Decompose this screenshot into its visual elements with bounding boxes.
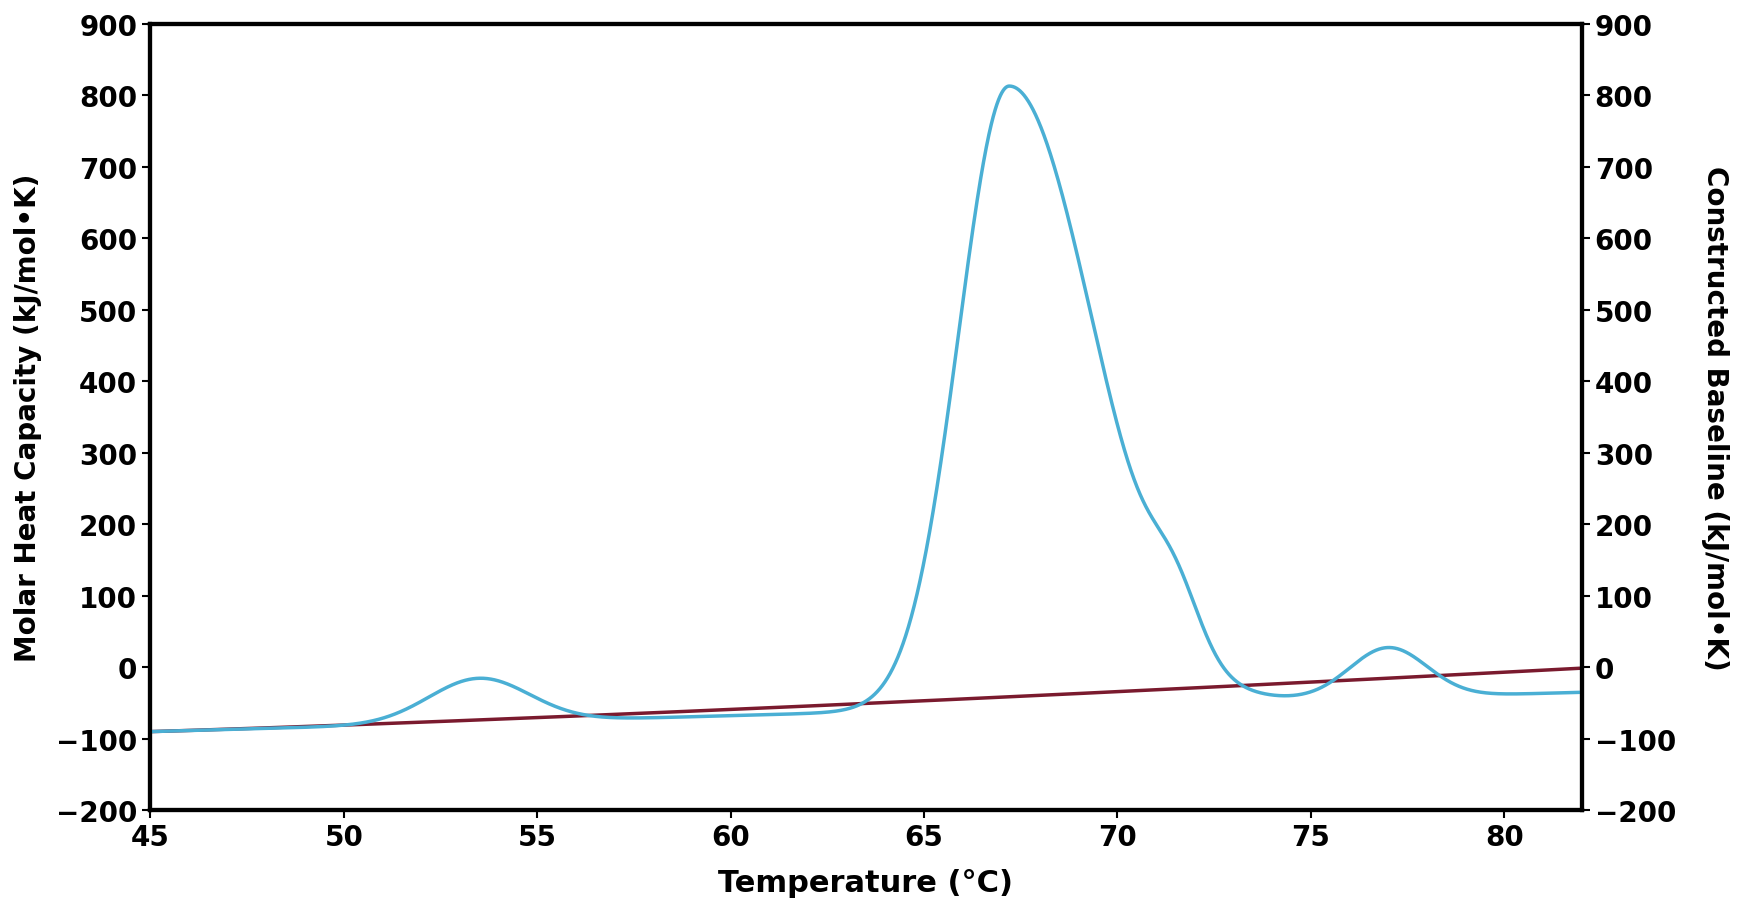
Y-axis label: Molar Heat Capacity (kJ/mol•K): Molar Heat Capacity (kJ/mol•K)	[14, 174, 42, 661]
X-axis label: Temperature (°C): Temperature (°C)	[718, 868, 1013, 897]
Y-axis label: Constructed Baseline (kJ/mol•K): Constructed Baseline (kJ/mol•K)	[1701, 166, 1729, 670]
